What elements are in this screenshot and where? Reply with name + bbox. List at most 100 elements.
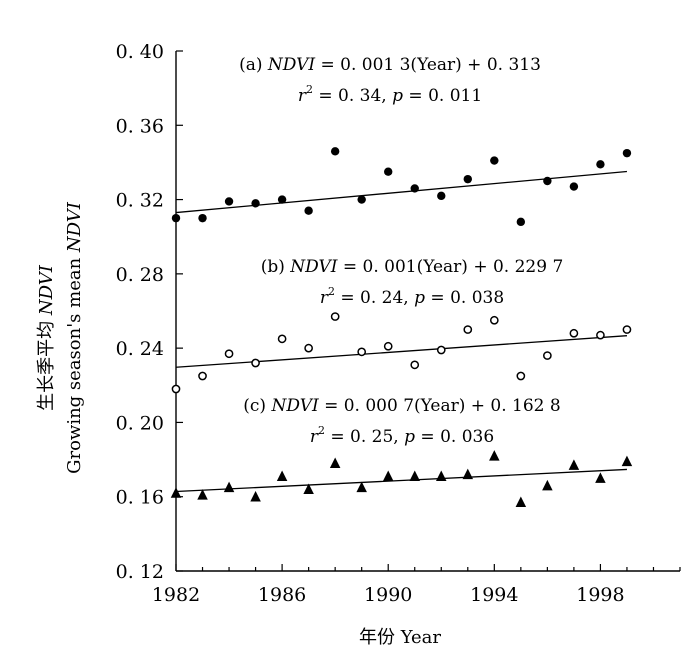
data-point — [596, 330, 605, 340]
r-symbol: r — [320, 288, 329, 308]
p-symbol: p — [392, 86, 403, 106]
y-tick-label: 0. 32 — [116, 190, 164, 212]
data-point — [330, 147, 340, 156]
y-axis-label-zh-var: NDVI — [36, 264, 57, 316]
data-point — [410, 360, 420, 370]
data-point — [569, 328, 579, 338]
data-point — [622, 325, 632, 334]
stats-label: r2 = 0. 34, p = 0. 011 — [298, 83, 482, 106]
y-axis-label-zh: 生长季平均 NDVI — [36, 264, 57, 411]
r-value: = 0. 34, — [313, 86, 392, 106]
data-point — [277, 195, 287, 204]
data-point — [356, 481, 367, 493]
data-point — [436, 345, 446, 355]
equation-prefix: (b) — [261, 257, 291, 277]
x-tick-label: 1982 — [152, 584, 200, 606]
data-point — [410, 184, 419, 193]
data-point — [437, 191, 446, 201]
data-point — [224, 349, 234, 359]
data-point — [542, 479, 553, 491]
data-point — [383, 341, 393, 351]
x-ticks: 1982 1986 1990 1994 1998 — [152, 564, 681, 606]
x-tick-label: 1994 — [470, 584, 518, 606]
data-point — [463, 174, 472, 184]
x-tick-label: 1986 — [258, 584, 306, 606]
y-tick-label: 0. 12 — [116, 561, 164, 583]
trend-line — [175, 468, 627, 493]
y-tick-label: 0. 36 — [116, 115, 164, 137]
data-point — [170, 487, 182, 498]
p-value: = 0. 036 — [415, 427, 494, 447]
p-value: = 0. 038 — [425, 288, 504, 308]
data-point — [384, 167, 393, 176]
data-point — [224, 197, 234, 206]
data-point — [516, 217, 526, 227]
data-point — [622, 148, 632, 158]
y-tick-label: 0. 20 — [116, 412, 164, 434]
r-value: = 0. 24, — [335, 288, 414, 308]
equation-rest: = 0. 001 3(Year) + 0. 313 — [315, 55, 541, 75]
equation-label: (a) NDVI = 0. 001 3(Year) + 0. 313 — [239, 55, 541, 75]
data-point — [436, 470, 447, 482]
equation-prefix: (c) — [243, 396, 271, 416]
y-tick-label: 0. 40 — [116, 41, 164, 63]
x-tick-label: 1990 — [364, 584, 412, 606]
axes — [175, 51, 680, 572]
data-point — [409, 470, 420, 482]
data-point — [515, 496, 527, 508]
data-point — [516, 371, 526, 381]
y-tick-label: 0. 24 — [116, 338, 164, 360]
data-point — [595, 472, 606, 483]
r-value: = 0. 25, — [325, 427, 404, 447]
equation-prefix: (a) — [239, 55, 268, 75]
data-points — [170, 147, 633, 508]
y-tick-label: 0. 16 — [116, 487, 164, 509]
data-point — [357, 195, 366, 204]
x-axis-label: 年份 Year — [359, 627, 441, 648]
data-point — [568, 459, 580, 470]
stats-label: r2 = 0. 24, p = 0. 038 — [320, 285, 504, 308]
data-point — [250, 490, 261, 502]
data-point — [621, 455, 633, 467]
data-point — [490, 156, 499, 165]
equation-var: NDVI — [267, 55, 315, 75]
y-axis-label-en-var: NDVI — [64, 201, 85, 253]
trend-lines — [175, 170, 628, 493]
data-point — [251, 199, 260, 208]
data-point — [303, 483, 314, 495]
data-point — [330, 312, 340, 321]
data-point — [304, 343, 313, 353]
x-tick-label: 1998 — [576, 584, 624, 606]
equation-label: (c) NDVI = 0. 000 7(Year) + 0. 162 8 — [243, 396, 560, 416]
data-point — [277, 334, 287, 344]
p-symbol: p — [404, 427, 415, 447]
data-point — [171, 213, 181, 223]
annotations: (a) NDVI = 0. 001 3(Year) + 0. 313 r2 = 0… — [239, 55, 563, 447]
data-point — [463, 325, 473, 334]
data-point — [462, 468, 474, 480]
r-symbol: r — [310, 427, 319, 447]
data-point — [304, 206, 313, 215]
data-point — [382, 470, 394, 482]
data-point — [198, 371, 207, 381]
y-axis-label-zh-text: 生长季平均 — [36, 321, 57, 411]
data-point — [489, 450, 500, 461]
data-point — [596, 160, 605, 169]
y-axis-label: 生长季平均 NDVI Growing season's mean NDVI — [36, 201, 85, 474]
r-symbol: r — [298, 86, 307, 106]
data-point — [543, 351, 552, 360]
data-point — [357, 347, 367, 357]
y-ticks: 0. 12 0. 16 0. 20 0. 24 0. 28 0. 32 0. 36 0. 40 — [116, 41, 183, 583]
data-point — [569, 182, 579, 191]
y-axis-label-en-text: Growing season's mean — [64, 257, 85, 473]
data-point — [251, 358, 260, 368]
trend-line — [175, 170, 628, 214]
data-point — [223, 481, 235, 493]
data-point — [171, 384, 181, 394]
data-point — [543, 176, 552, 186]
equation-var: NDVI — [289, 257, 337, 277]
equation-label: (b) NDVI = 0. 001(Year) + 0. 229 7 — [261, 257, 564, 277]
y-axis-label-en: Growing season's mean NDVI — [64, 201, 85, 474]
data-point — [198, 213, 207, 223]
